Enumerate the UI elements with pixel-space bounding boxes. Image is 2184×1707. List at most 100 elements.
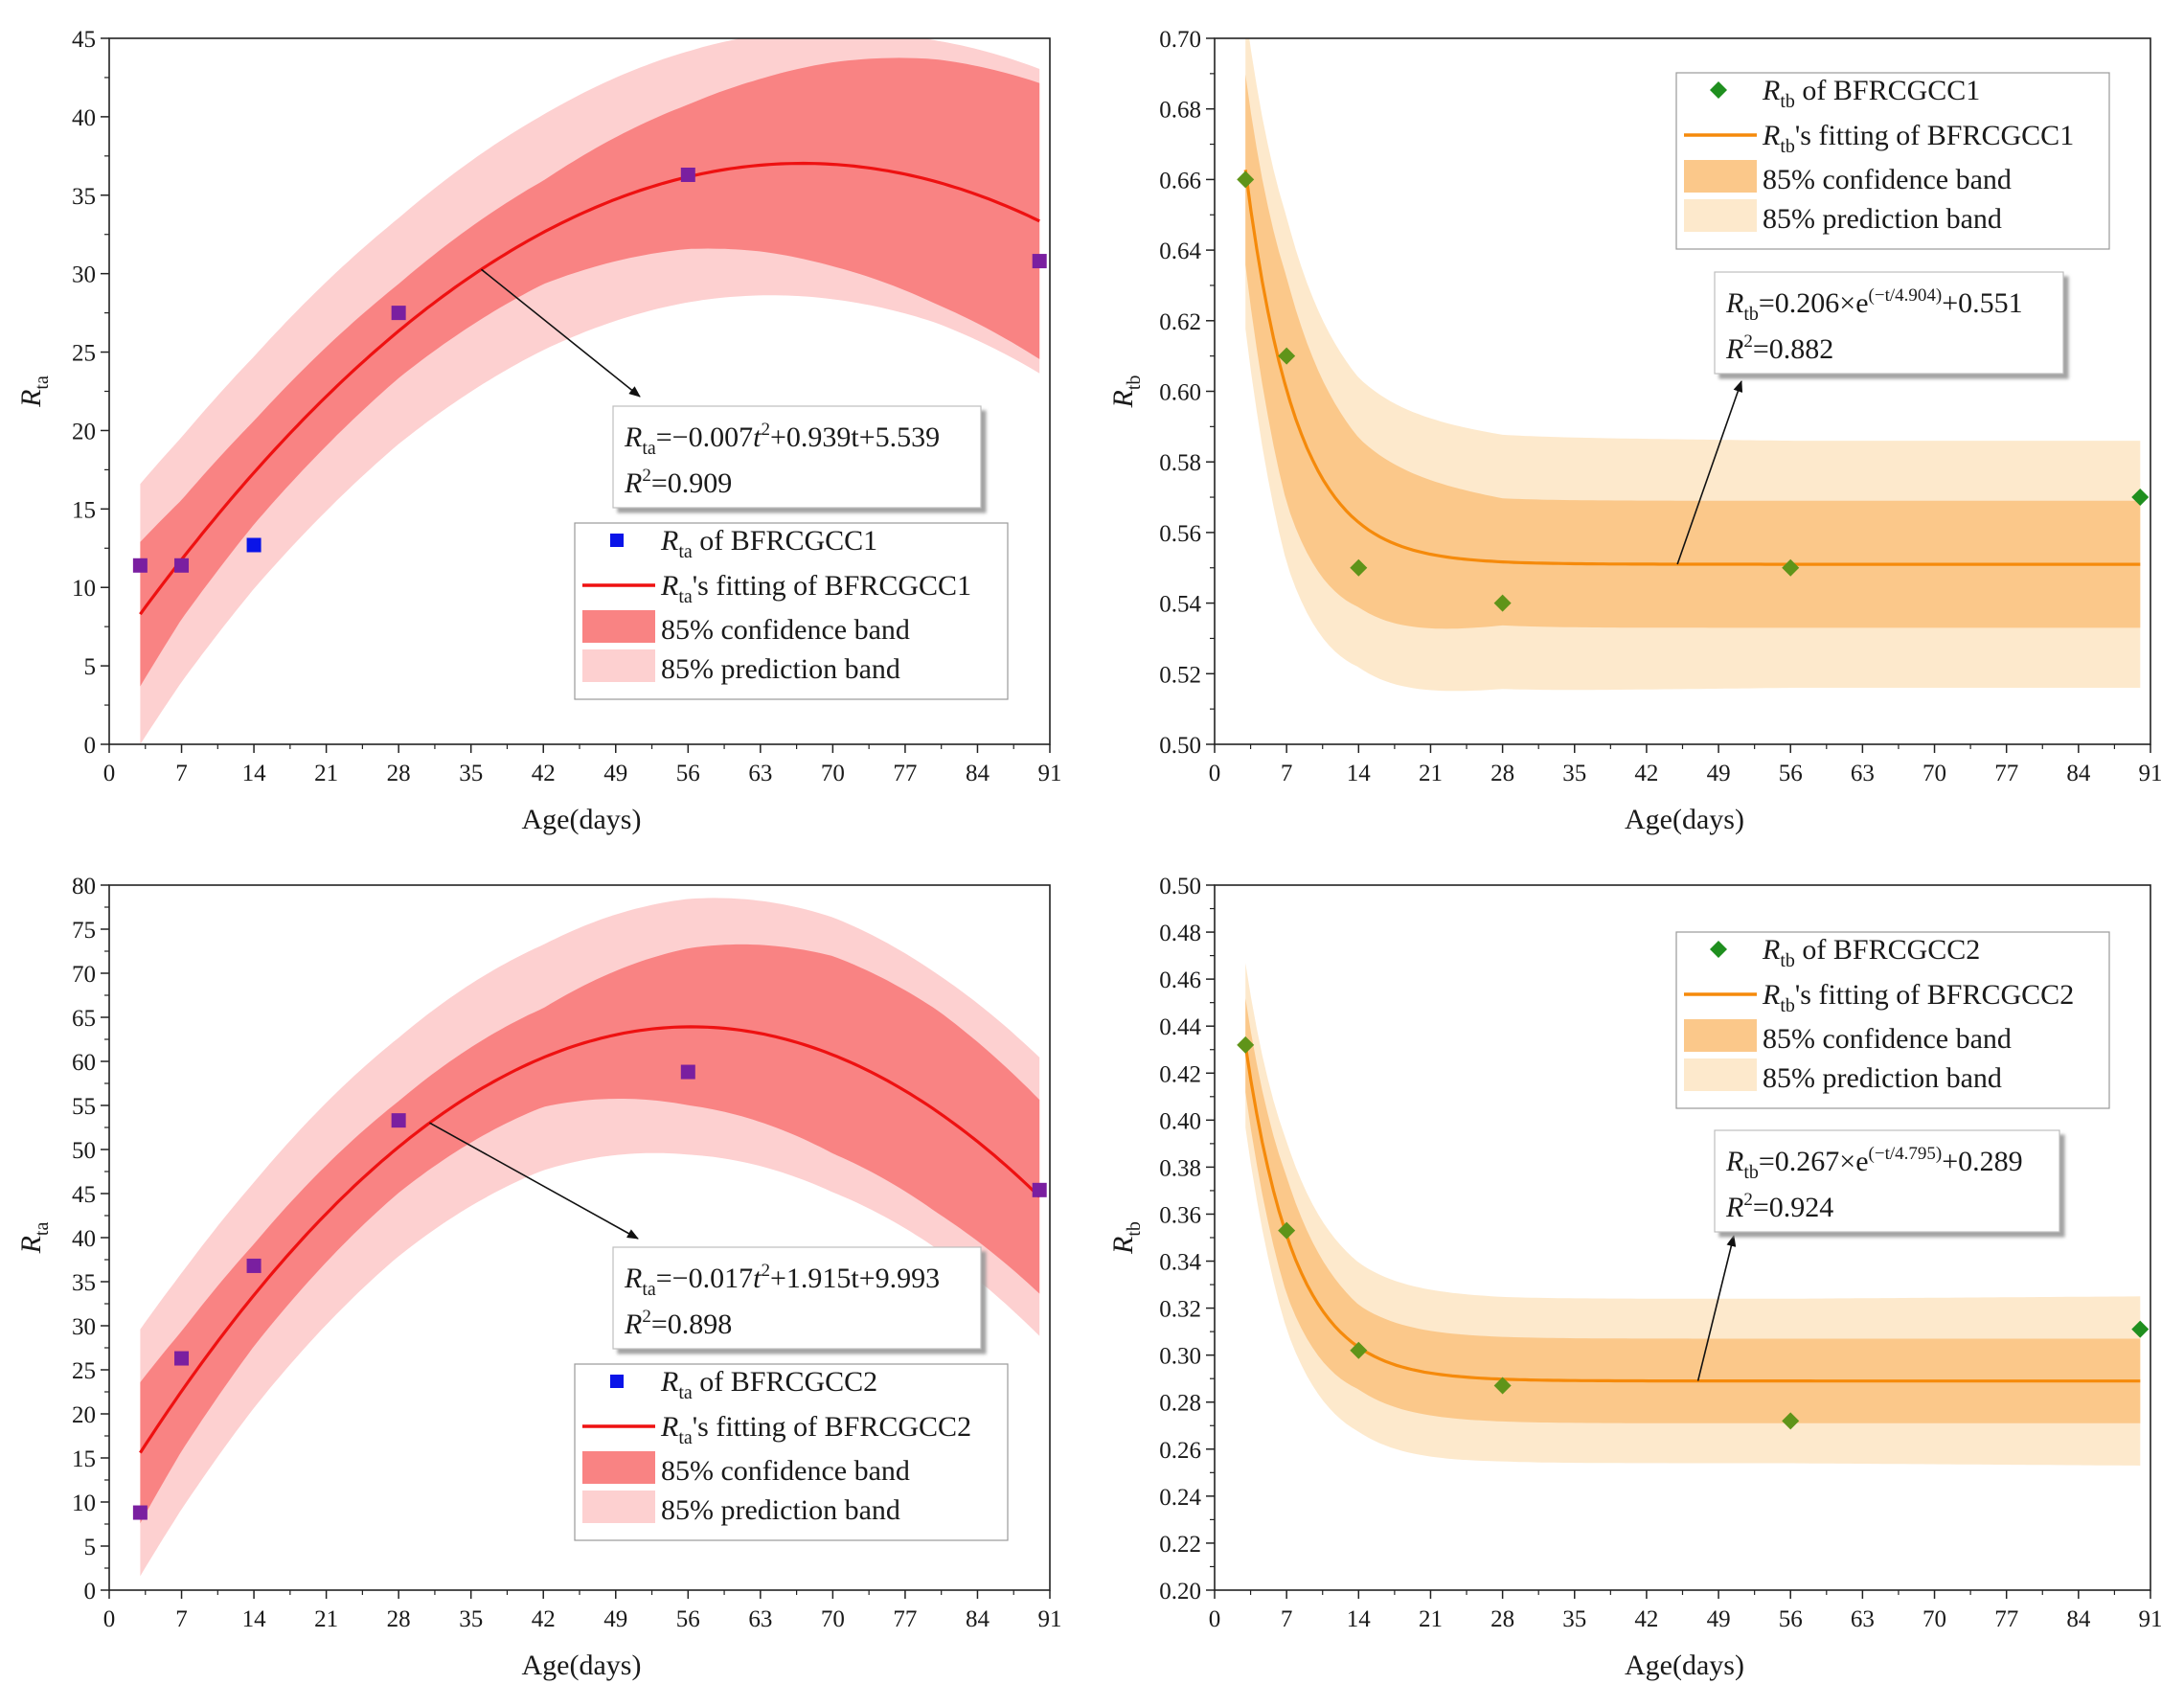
y-tick-label: 10 (72, 576, 96, 602)
r-squared-value: =0.909 (651, 467, 732, 499)
data-point (1493, 1377, 1512, 1395)
r-squared-value: =0.924 (1753, 1192, 1833, 1223)
y-axis-title-main: R (1107, 1237, 1139, 1255)
x-tick-label: 91 (2139, 1606, 2163, 1632)
data-point (1278, 347, 1296, 365)
r-squared-line: R2=0.898 (624, 1307, 732, 1340)
legend-prediction-swatch (1684, 199, 1757, 232)
x-tick-label: 21 (314, 1606, 338, 1632)
x-tick-label: 56 (1779, 761, 1803, 786)
y-tick-label: 0.24 (1159, 1485, 1201, 1511)
y-tick-label: 20 (72, 419, 96, 444)
y-tick-label: 0.42 (1159, 1061, 1201, 1087)
y-axis-title: Rtb (1107, 1221, 1145, 1255)
legend-entry-confidence: 85% confidence band (1763, 164, 2012, 195)
data-point (132, 1505, 148, 1520)
y-tick-label: 35 (72, 184, 96, 210)
data-point (246, 537, 262, 553)
plot-area (139, 898, 1041, 1577)
x-tick-label: 7 (175, 1606, 188, 1632)
y-tick-label: 0.34 (1159, 1250, 1201, 1276)
y-tick-label: 0.56 (1159, 521, 1201, 547)
r-squared-value: =0.882 (1753, 333, 1833, 365)
y-axis-title-main: R (1107, 390, 1139, 408)
x-tick-label: 7 (175, 761, 188, 786)
equation-box (1714, 271, 2064, 375)
y-tick-label: 80 (72, 874, 96, 899)
y-axis-title-sub: tb (1124, 376, 1145, 391)
legend-fit-text: 's fitting of BFRCGCC2 (1795, 979, 2074, 1011)
y-axis-title: Rta (15, 376, 53, 408)
legend-points-text: of BFRCGCC2 (1795, 934, 1980, 966)
legend-entry-points: Rta of BFRCGCC2 (660, 1366, 877, 1403)
chart-panel-rtb-bfrcgcc1: 0 7 14 21 28 35 42 49 56 63 70 77 84 91 0.50 0.52 0.54 0.… (1107, 27, 2163, 835)
r-squared-symbol: R (624, 1309, 642, 1340)
legend-points-text: of BFRCGCC2 (693, 1366, 877, 1398)
r-squared-line: R2=0.909 (624, 466, 732, 499)
r-squared-exponent: 2 (1743, 331, 1753, 352)
y-tick-label: 0.60 (1159, 380, 1201, 406)
y-tick-label: 25 (72, 1358, 96, 1384)
legend-entry-confidence: 85% confidence band (661, 614, 910, 646)
legend-marker (1710, 941, 1727, 958)
legend-marker (1710, 81, 1727, 99)
chart-panel-rta-bfrcgcc1: 0 7 14 21 28 35 42 49 56 63 70 77 84 91 0 5 10 15 20 25 30 35… (15, 27, 1062, 835)
equation-rhs-tail: +0.939t+5.539 (770, 421, 940, 453)
legend-points-main: R (660, 525, 678, 557)
equation-rhs-tail: +0.551 (1942, 287, 2022, 319)
legend-entry-prediction: 85% prediction band (1763, 1062, 2002, 1094)
x-tick-label: 70 (821, 761, 845, 786)
legend-entry-confidence: 85% confidence band (1763, 1023, 2012, 1055)
y-tick-label: 0.48 (1159, 921, 1201, 946)
legend-fit-text: 's fitting of BFRCGCC1 (1795, 120, 2074, 151)
equation-rhs: =−0.007 (656, 421, 753, 453)
x-tick-label: 35 (1562, 761, 1586, 786)
legend-points-main: R (1762, 75, 1780, 106)
y-tick-label: 60 (72, 1050, 96, 1076)
x-axis-title: Age(days) (1625, 804, 1744, 835)
x-tick-label: 35 (459, 1606, 483, 1632)
legend-points-main: R (1762, 934, 1780, 966)
fit-curve (1243, 170, 2141, 566)
data-point (391, 1113, 406, 1128)
data-point (1782, 1412, 1800, 1430)
r-squared-symbol: R (1725, 333, 1743, 365)
data-point (1350, 558, 1368, 577)
x-tick-label: 49 (1707, 1606, 1731, 1632)
data-point (174, 558, 190, 573)
y-axis-title-sub: tb (1124, 1221, 1145, 1237)
equation-lhs: R (624, 421, 642, 453)
equation-lhs: R (624, 1263, 642, 1294)
legend-points-main: R (660, 1366, 678, 1398)
legend-fit-main: R (660, 570, 678, 602)
y-tick-label: 0 (84, 1579, 97, 1605)
y-tick-label: 0.36 (1159, 1202, 1201, 1228)
legend-marker (610, 534, 624, 547)
y-tick-label: 0.40 (1159, 1108, 1201, 1134)
y-tick-label: 5 (84, 654, 97, 680)
x-axis-title: Age(days) (522, 804, 642, 835)
equation-rhs-tail: +1.915t+9.993 (770, 1263, 940, 1294)
x-tick-label: 77 (1994, 1606, 2018, 1632)
y-tick-label: 30 (72, 262, 96, 288)
r-squared-symbol: R (624, 467, 642, 499)
legend-fit-sub: ta (678, 1427, 693, 1448)
x-tick-label: 77 (893, 761, 917, 786)
x-tick-label: 77 (893, 1606, 917, 1632)
y-tick-label: 0.46 (1159, 967, 1201, 993)
equation-exponent: 2 (761, 420, 770, 440)
x-tick-label: 70 (1922, 761, 1946, 786)
data-point (391, 306, 406, 321)
x-tick-label: 21 (314, 761, 338, 786)
y-tick-label: 0.28 (1159, 1391, 1201, 1417)
data-point (1493, 594, 1512, 612)
confidence-band (140, 944, 1040, 1524)
x-tick-label: 84 (966, 761, 990, 786)
y-tick-label: 30 (72, 1314, 96, 1340)
x-tick-label: 49 (603, 1606, 627, 1632)
data-point (680, 167, 695, 182)
y-tick-label: 0.52 (1159, 662, 1201, 688)
legend-entry-prediction: 85% prediction band (661, 653, 900, 685)
legend-fit-main: R (660, 1411, 678, 1443)
